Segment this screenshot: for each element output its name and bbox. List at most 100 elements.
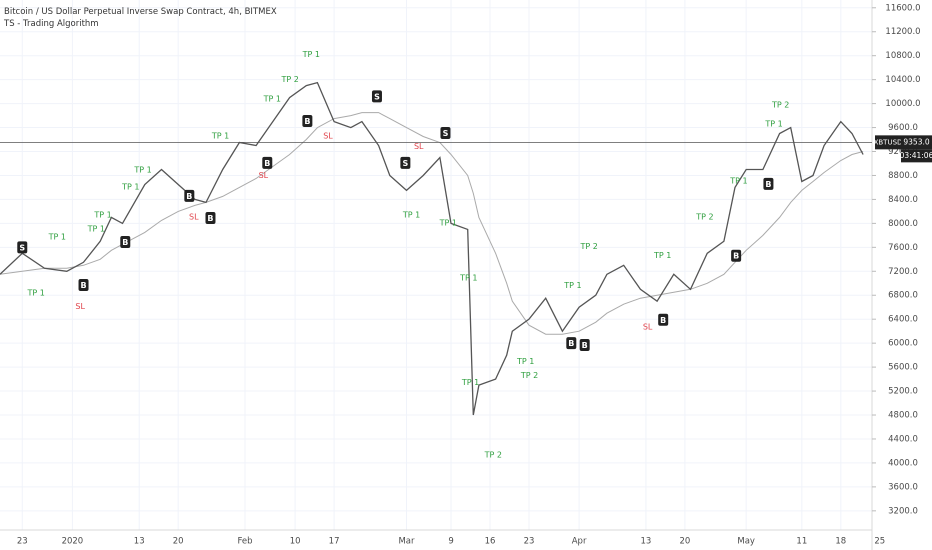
signal-label: TP 1	[87, 224, 105, 233]
signal-label: TP 1	[121, 182, 139, 191]
y-tick-label: 7600.0	[888, 243, 918, 253]
x-tick-label: 16	[485, 537, 496, 547]
y-tick-label: 6800.0	[888, 291, 918, 301]
signal-label: TP 2	[771, 100, 789, 109]
x-tick-label: 11	[796, 537, 807, 547]
y-tick-label: 4400.0	[888, 434, 918, 444]
signal-label: TP 1	[563, 281, 581, 290]
signal-marker	[184, 189, 195, 202]
signal-label: B	[186, 192, 192, 201]
signal-marker	[731, 249, 742, 262]
signal-marker	[78, 279, 89, 292]
y-tick-label: 6000.0	[888, 339, 918, 349]
countdown-box	[901, 149, 932, 163]
signal-marker	[17, 241, 28, 254]
last-price-label: 9353.0	[903, 137, 929, 146]
x-tick-label: 20	[173, 537, 184, 547]
signal-label: TP 1	[402, 210, 420, 219]
x-tick-label: 23	[17, 537, 28, 547]
last-price-box	[901, 135, 932, 150]
price-line	[0, 81, 864, 416]
signal-label: B	[122, 238, 128, 247]
signal-label: TP 1	[439, 218, 457, 227]
signal-marker	[400, 156, 411, 169]
signal-label: TP 1	[263, 94, 281, 103]
x-tick-label: 10	[290, 537, 301, 547]
signal-label: B	[568, 339, 574, 348]
signal-marker	[440, 126, 451, 139]
x-tick-label: 20	[679, 537, 690, 547]
x-tick-label: Feb	[237, 537, 252, 547]
signal-label: TP 1	[211, 131, 229, 140]
signal-label: TP 1	[459, 273, 477, 282]
x-tick-label: 17	[329, 537, 340, 547]
signal-marker	[205, 211, 216, 224]
signal-label: B	[304, 117, 310, 126]
signal-label: SL	[259, 171, 269, 180]
signal-label: TP 2	[579, 242, 597, 251]
y-tick-label: 10400.0	[885, 75, 920, 85]
signal-label: B	[765, 180, 771, 189]
signal-label: TP 2	[280, 75, 298, 84]
countdown-label: 03:41:06	[900, 151, 932, 160]
signal-label: B	[582, 341, 588, 350]
signal-label: B	[733, 252, 739, 261]
y-tick-label: 3600.0	[888, 482, 918, 492]
y-tick-label: 10000.0	[885, 99, 920, 109]
symbol-label: XBTUSD	[874, 138, 903, 146]
signal-label: B	[660, 316, 666, 325]
x-tick-label: 9	[448, 537, 453, 547]
signal-label: TP 2	[484, 451, 502, 460]
signal-label: S	[19, 243, 25, 252]
y-tick-label: 4000.0	[888, 458, 918, 468]
x-tick-label: 13	[134, 537, 145, 547]
signal-marker	[579, 338, 590, 351]
signal-label: TP 1	[461, 378, 479, 387]
signal-label: TP 1	[27, 288, 45, 297]
signal-label: S	[402, 159, 408, 168]
symbol-box	[875, 135, 901, 150]
signal-label: SL	[414, 142, 424, 151]
signal-label: TP 1	[93, 210, 111, 219]
signal-marker	[371, 90, 382, 103]
signal-label: TP 1	[729, 176, 747, 185]
signal-marker	[120, 235, 131, 248]
y-tick-label: 11600.0	[885, 3, 920, 13]
y-tick-label: 8400.0	[888, 195, 918, 205]
x-tick-label: 2020	[62, 537, 84, 547]
x-tick-label: Apr	[572, 537, 587, 547]
signal-label: SL	[75, 302, 85, 311]
x-tick-label: 23	[524, 537, 535, 547]
y-tick-label: 5600.0	[888, 363, 918, 373]
signal-label: SL	[189, 212, 199, 221]
signal-label: SL	[323, 131, 333, 140]
x-tick-label: 25	[874, 537, 885, 547]
signal-label: TP 1	[764, 119, 782, 128]
signal-label: TP 1	[516, 357, 534, 366]
indicator-name: TS - Trading Algorithm	[3, 19, 99, 29]
signal-marker	[763, 177, 774, 190]
y-tick-label: 6400.0	[888, 315, 918, 325]
signal-marker	[658, 313, 669, 326]
signal-label: TP 1	[133, 166, 151, 175]
signal-label: TP 1	[48, 233, 66, 242]
x-tick-label: 13	[641, 537, 652, 547]
signal-label: S	[443, 129, 449, 138]
y-tick-label: 5200.0	[888, 387, 918, 397]
x-tick-label: May	[737, 537, 755, 547]
y-tick-label: 10800.0	[885, 51, 920, 61]
chart-title: Bitcoin / US Dollar Perpetual Inverse Sw…	[4, 7, 277, 17]
signal-label: B	[264, 159, 270, 168]
plot: S TP 1 TP 1 B SL TP 1 TP 1 B TP 1 TP 1 B SL B TP 1 SL B…	[0, 50, 864, 460]
signal-label: B	[207, 214, 213, 223]
y-tick-label: 8800.0	[888, 171, 918, 181]
y-tick-label: 3200.0	[888, 506, 918, 516]
signal-marker	[566, 337, 577, 350]
signal-label: TP 1	[653, 251, 671, 260]
y-tick-label: 8000.0	[888, 219, 918, 229]
signal-marker	[302, 114, 313, 127]
signal-label: TP 2	[520, 371, 538, 380]
signal-label: S	[374, 92, 380, 101]
